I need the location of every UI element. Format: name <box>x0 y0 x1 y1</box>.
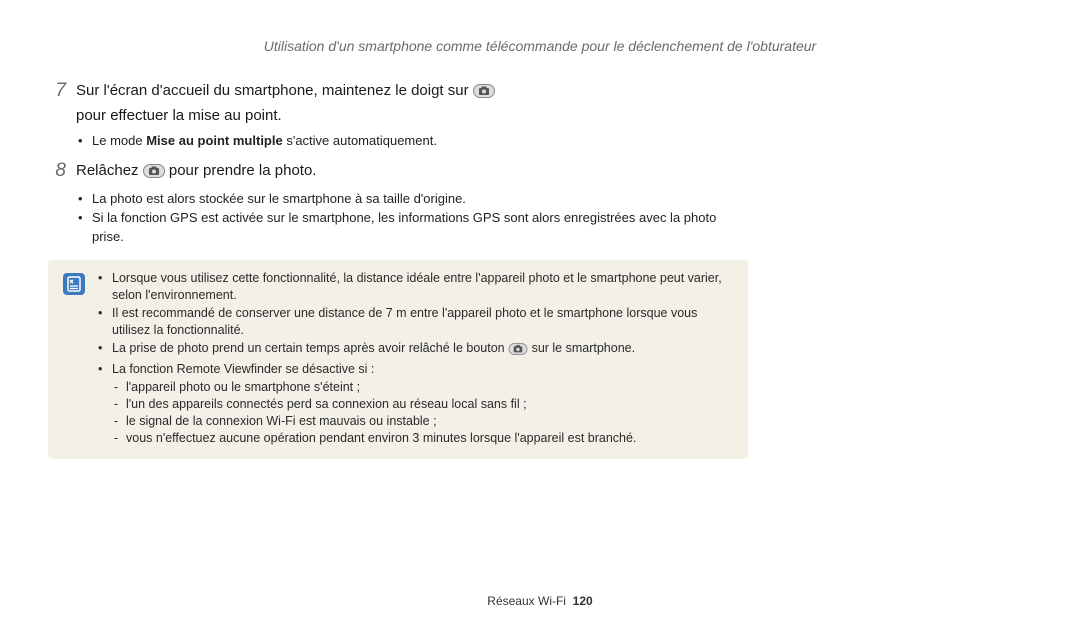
note-bullet-2: Il est recommandé de conserver une dista… <box>98 305 734 339</box>
note-dash-4: vous n'effectuez aucune opération pendan… <box>98 430 734 447</box>
step-8-text-a: Relâchez <box>76 162 143 179</box>
note-bullet-1: Lorsque vous utilisez cette fonctionnali… <box>98 270 734 304</box>
step-8-title: Relâchez pour prendre la photo. <box>76 160 316 185</box>
step-8-number: 8 <box>48 160 66 182</box>
note-box: Lorsque vous utilisez cette fonctionnali… <box>48 260 748 459</box>
camera-icon <box>143 163 165 185</box>
step-7-bullet-1: Le mode Mise au point multiple s'active … <box>78 131 728 150</box>
step-7-number: 7 <box>48 80 66 102</box>
step-7-bullet-1a: Le mode <box>92 133 146 148</box>
step-7-text-a: Sur l'écran d'accueil du smartphone, mai… <box>76 82 473 99</box>
note-dash-2: l'un des appareils connectés perd sa con… <box>98 396 734 413</box>
page-footer: Réseaux Wi-Fi 120 <box>0 594 1080 608</box>
note-icon <box>62 272 86 296</box>
step-7-bullet-1-bold: Mise au point multiple <box>146 133 283 148</box>
camera-icon <box>508 343 528 360</box>
camera-icon <box>473 83 495 105</box>
note-dash-3: le signal de la connexion Wi-Fi est mauv… <box>98 413 734 430</box>
note-bullet-3: La prise de photo prend un certain temps… <box>98 340 734 360</box>
step-8-bullet-1: La photo est alors stockée sur le smartp… <box>78 189 728 208</box>
note-dash-1: l'appareil photo ou le smartphone s'étei… <box>98 379 734 396</box>
footer-page-number: 120 <box>573 594 593 608</box>
note-bullet-3a: La prise de photo prend un certain temps… <box>112 341 508 355</box>
step-7-title: Sur l'écran d'accueil du smartphone, mai… <box>76 80 495 127</box>
page-header: Utilisation d'un smartphone comme téléco… <box>48 38 1032 54</box>
step-7-bullet-1b: s'active automatiquement. <box>283 133 437 148</box>
step-8-text-b: pour prendre la photo. <box>165 162 317 179</box>
step-8: 8 Relâchez pour prendre la photo. La pho… <box>48 160 728 246</box>
step-7: 7 Sur l'écran d'accueil du smartphone, m… <box>48 80 728 150</box>
step-7-text-b: pour effectuer la mise au point. <box>76 107 282 124</box>
footer-section: Réseaux Wi-Fi <box>487 594 566 608</box>
content-column: 7 Sur l'écran d'accueil du smartphone, m… <box>48 80 728 459</box>
step-8-bullet-2: Si la fonction GPS est activée sur le sm… <box>78 208 728 246</box>
note-bullet-3b: sur le smartphone. <box>528 341 635 355</box>
note-bullet-4: La fonction Remote Viewfinder se désacti… <box>98 361 734 378</box>
